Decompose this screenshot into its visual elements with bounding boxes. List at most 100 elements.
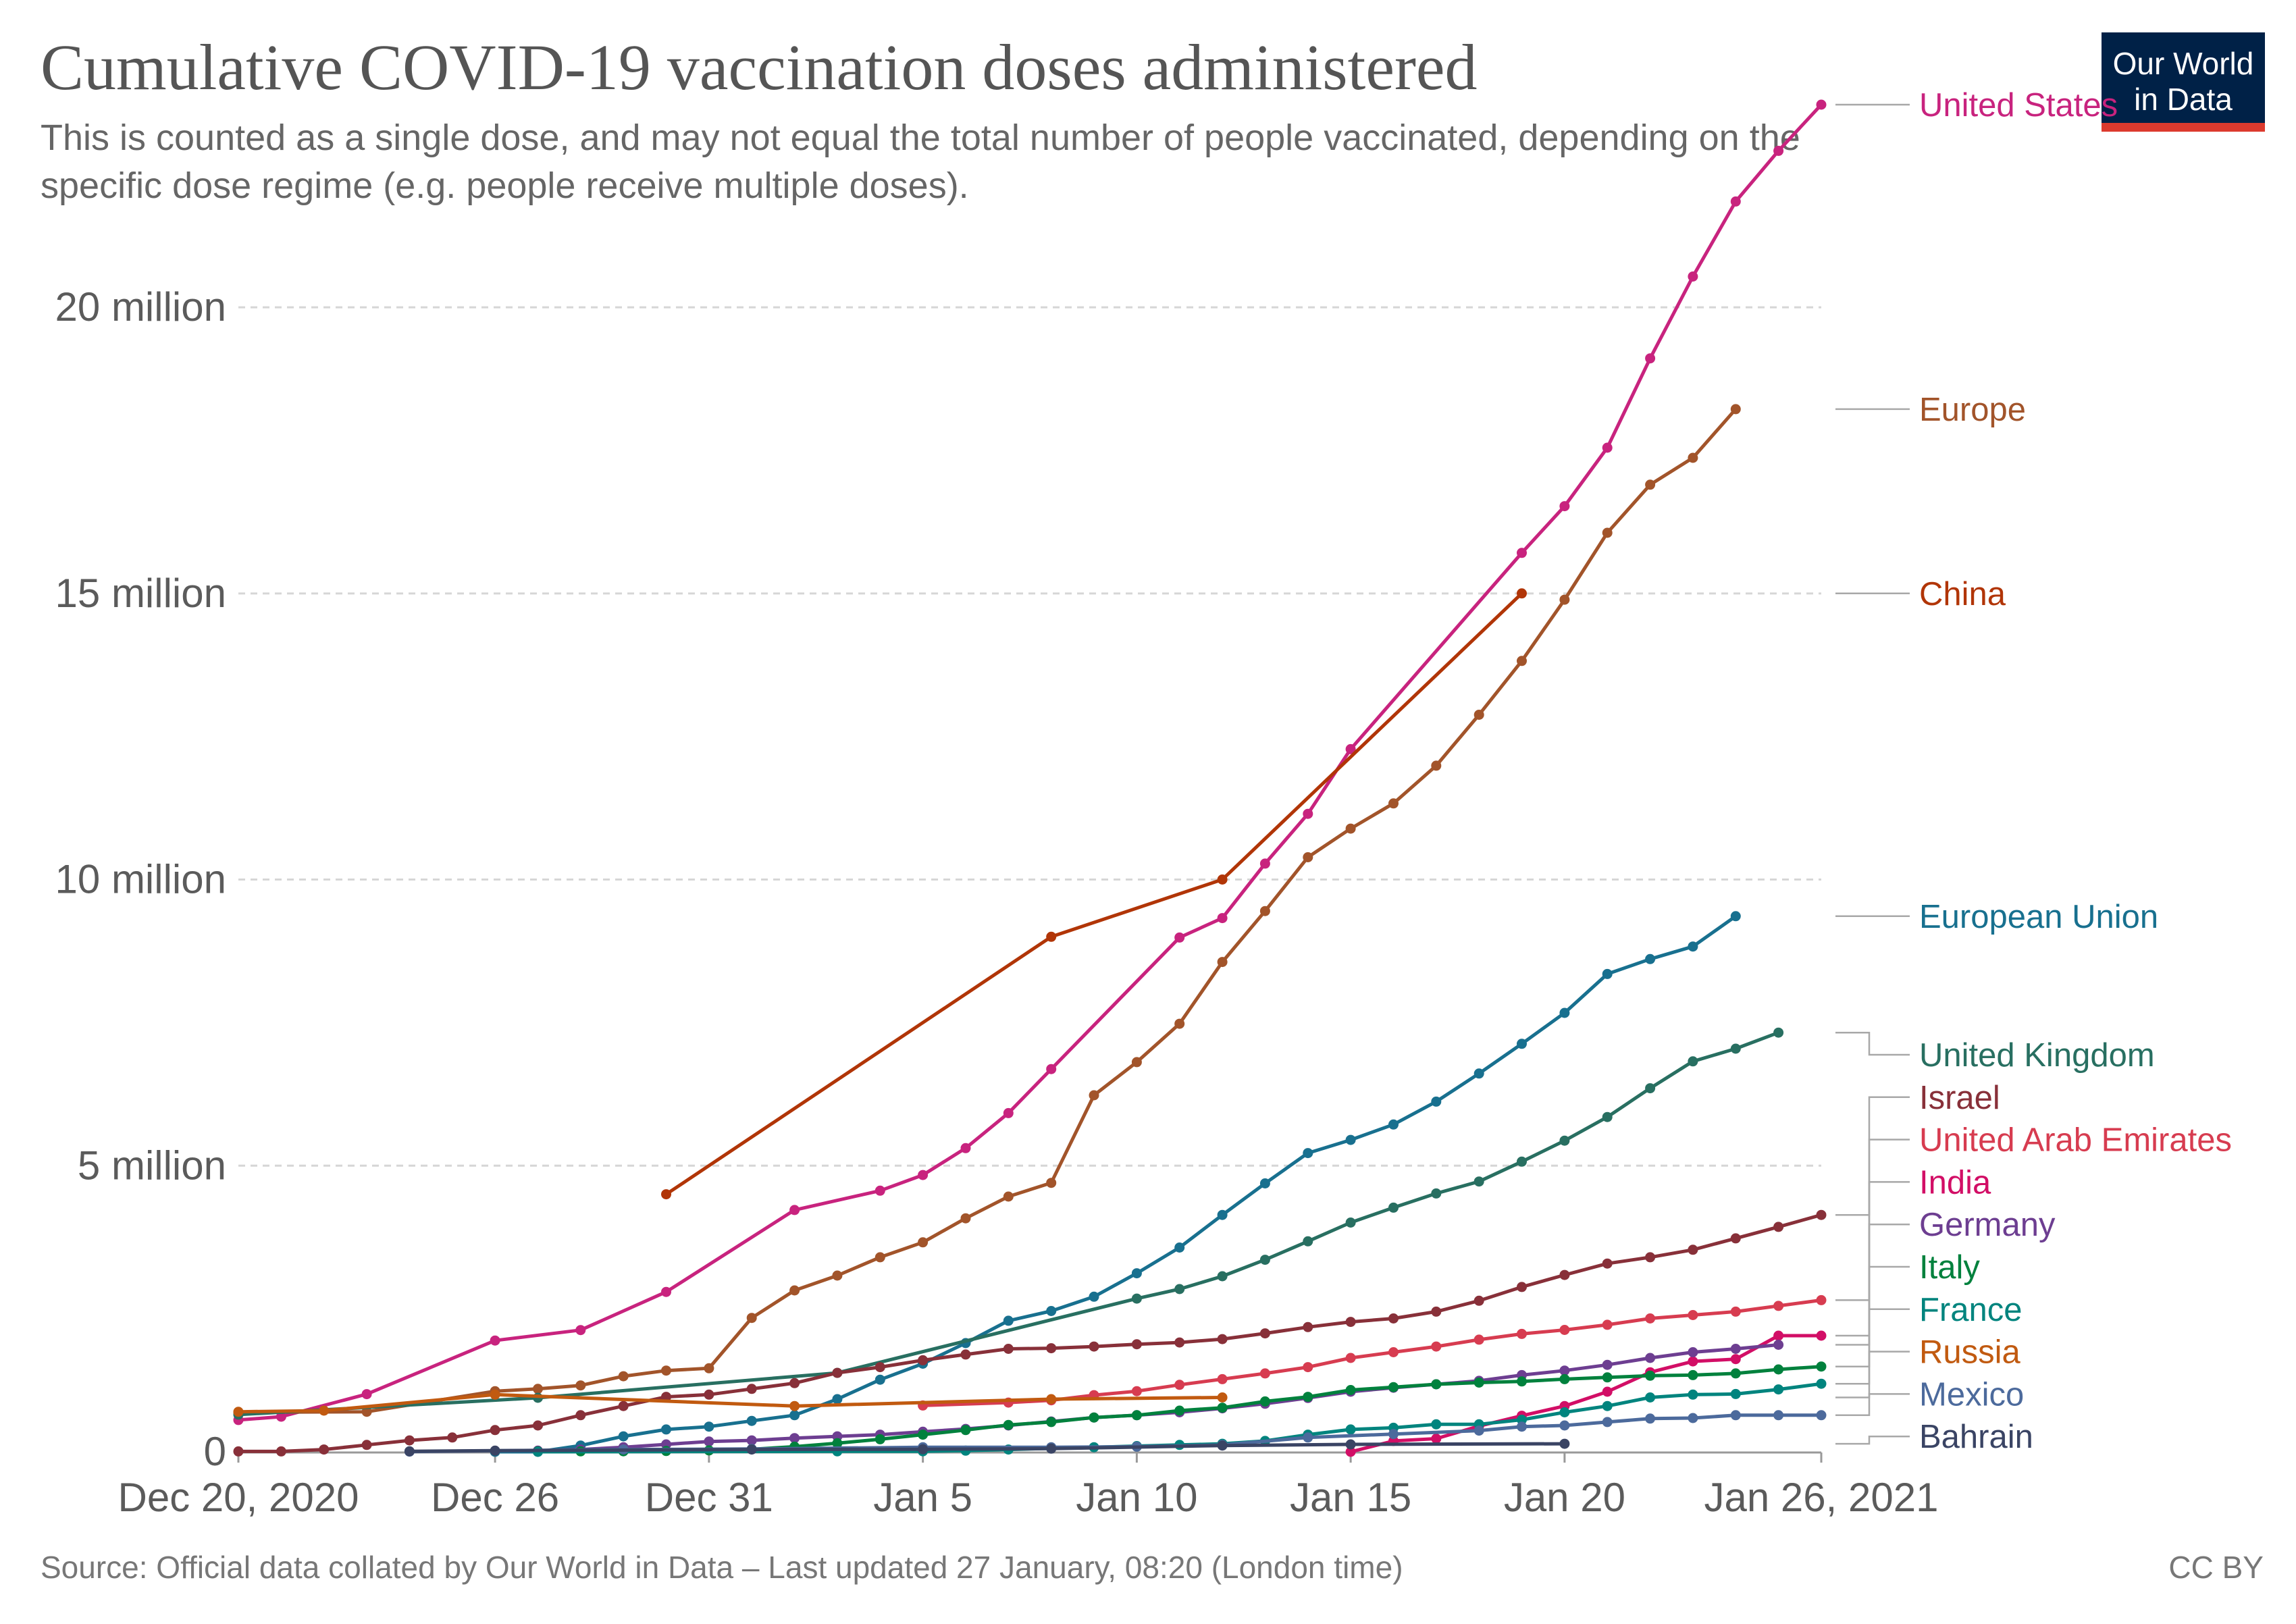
data-point-europe[interactable] xyxy=(1473,710,1484,720)
data-point-israel[interactable] xyxy=(789,1378,800,1388)
data-point-united-states[interactable] xyxy=(490,1335,500,1346)
data-point-bahrain[interactable] xyxy=(404,1446,415,1457)
data-point-bahrain[interactable] xyxy=(746,1444,757,1455)
series-line-european-union[interactable] xyxy=(495,914,1737,1454)
data-point-italy[interactable] xyxy=(875,1434,885,1444)
data-point-europe[interactable] xyxy=(618,1371,629,1382)
series-israel[interactable] xyxy=(233,1209,1827,1457)
data-point-italy[interactable] xyxy=(1345,1385,1356,1395)
data-point-united-kingdom[interactable] xyxy=(1688,1056,1698,1067)
data-point-united-states[interactable] xyxy=(875,1185,885,1196)
data-point-united-states[interactable] xyxy=(1003,1107,1014,1118)
data-point-europe[interactable] xyxy=(918,1237,929,1248)
data-point-european-union[interactable] xyxy=(1089,1291,1099,1302)
data-point-italy[interactable] xyxy=(1003,1419,1014,1430)
data-point-european-union[interactable] xyxy=(1131,1268,1142,1279)
data-point-israel[interactable] xyxy=(404,1435,415,1446)
data-point-united-states[interactable] xyxy=(789,1205,800,1215)
data-point-european-union[interactable] xyxy=(789,1410,800,1421)
data-point-united-kingdom[interactable] xyxy=(1388,1202,1399,1213)
data-point-israel[interactable] xyxy=(1517,1282,1527,1292)
data-point-united-kingdom[interactable] xyxy=(1773,1027,1784,1038)
data-point-united-states[interactable] xyxy=(661,1286,671,1297)
data-point-united-arab-emirates[interactable] xyxy=(1259,1368,1270,1379)
data-point-israel[interactable] xyxy=(276,1446,286,1457)
data-point-united-states[interactable] xyxy=(1345,743,1356,754)
data-point-israel[interactable] xyxy=(1473,1295,1484,1306)
data-point-european-union[interactable] xyxy=(1388,1119,1399,1130)
data-point-europe[interactable] xyxy=(1688,452,1698,463)
data-point-france[interactable] xyxy=(1773,1384,1784,1395)
data-point-germany[interactable] xyxy=(1559,1365,1570,1376)
data-point-united-states[interactable] xyxy=(1645,353,1656,364)
data-point-italy[interactable] xyxy=(960,1425,971,1436)
series-label-united-arab-emirates[interactable]: United Arab Emirates xyxy=(1835,1122,2232,1301)
data-point-mexico[interactable] xyxy=(1473,1425,1484,1436)
data-point-united-kingdom[interactable] xyxy=(1259,1255,1270,1265)
data-point-european-union[interactable] xyxy=(704,1421,714,1432)
data-point-france[interactable] xyxy=(1688,1389,1698,1400)
data-point-russia[interactable] xyxy=(1046,1394,1057,1405)
data-point-european-union[interactable] xyxy=(1431,1096,1442,1107)
data-point-europe[interactable] xyxy=(875,1252,885,1263)
data-point-france[interactable] xyxy=(1431,1419,1442,1430)
series-china[interactable] xyxy=(661,588,1527,1200)
data-point-france[interactable] xyxy=(1559,1407,1570,1417)
data-point-italy[interactable] xyxy=(832,1438,843,1448)
data-point-italy[interactable] xyxy=(1431,1379,1442,1390)
data-point-israel[interactable] xyxy=(1688,1245,1698,1255)
data-point-united-arab-emirates[interactable] xyxy=(1345,1353,1356,1363)
data-point-united-states[interactable] xyxy=(1217,913,1228,924)
data-point-italy[interactable] xyxy=(1773,1364,1784,1375)
series-united-kingdom[interactable] xyxy=(233,1027,1784,1420)
data-point-china[interactable] xyxy=(1517,588,1527,599)
data-point-european-union[interactable] xyxy=(875,1374,885,1385)
series-russia[interactable] xyxy=(233,1389,1228,1417)
data-point-united-states[interactable] xyxy=(1688,271,1698,282)
data-point-european-union[interactable] xyxy=(1688,941,1698,952)
data-point-united-kingdom[interactable] xyxy=(1345,1217,1356,1228)
data-point-united-kingdom[interactable] xyxy=(1730,1043,1741,1054)
series-line-india[interactable] xyxy=(1350,1334,1821,1454)
data-point-european-union[interactable] xyxy=(1602,968,1613,979)
data-point-european-union[interactable] xyxy=(1259,1178,1270,1188)
data-point-italy[interactable] xyxy=(1388,1382,1399,1392)
data-point-united-states[interactable] xyxy=(1303,808,1313,819)
data-point-europe[interactable] xyxy=(575,1380,586,1391)
data-point-united-states[interactable] xyxy=(575,1325,586,1336)
data-point-europe[interactable] xyxy=(1174,1018,1185,1029)
data-point-europe[interactable] xyxy=(746,1313,757,1324)
data-point-united-states[interactable] xyxy=(1259,858,1270,869)
data-point-israel[interactable] xyxy=(1602,1258,1613,1269)
data-point-italy[interactable] xyxy=(1303,1392,1313,1403)
data-point-israel[interactable] xyxy=(1089,1341,1099,1352)
data-point-united-kingdom[interactable] xyxy=(1303,1236,1313,1247)
data-point-china[interactable] xyxy=(1217,874,1228,885)
data-point-european-union[interactable] xyxy=(1003,1315,1014,1326)
data-point-europe[interactable] xyxy=(533,1384,543,1394)
data-point-israel[interactable] xyxy=(918,1355,929,1365)
data-point-united-arab-emirates[interactable] xyxy=(1431,1341,1442,1352)
series-label-european-union[interactable]: European Union xyxy=(1835,899,2158,935)
data-point-germany[interactable] xyxy=(789,1433,800,1444)
data-point-germany[interactable] xyxy=(1645,1353,1656,1363)
data-point-germany[interactable] xyxy=(704,1436,714,1447)
data-point-india[interactable] xyxy=(1773,1330,1784,1341)
data-point-united-states[interactable] xyxy=(276,1411,286,1422)
data-point-israel[interactable] xyxy=(1645,1252,1656,1263)
data-point-united-kingdom[interactable] xyxy=(1645,1083,1656,1094)
data-point-israel[interactable] xyxy=(1303,1321,1313,1332)
data-point-israel[interactable] xyxy=(233,1446,244,1457)
data-point-european-union[interactable] xyxy=(1303,1148,1313,1159)
data-point-united-arab-emirates[interactable] xyxy=(1645,1313,1656,1324)
series-label-united-kingdom[interactable]: United Kingdom xyxy=(1835,1031,2155,1074)
series-line-mexico[interactable] xyxy=(409,1413,1821,1454)
data-point-united-kingdom[interactable] xyxy=(1602,1111,1613,1122)
data-point-israel[interactable] xyxy=(746,1384,757,1394)
license-link[interactable]: CC BY xyxy=(2168,1550,2264,1585)
series-line-united-kingdom[interactable] xyxy=(238,1030,1779,1417)
data-point-italy[interactable] xyxy=(1517,1376,1527,1387)
data-point-united-states[interactable] xyxy=(1730,196,1741,207)
data-point-europe[interactable] xyxy=(661,1365,671,1376)
data-point-italy[interactable] xyxy=(1046,1417,1057,1427)
